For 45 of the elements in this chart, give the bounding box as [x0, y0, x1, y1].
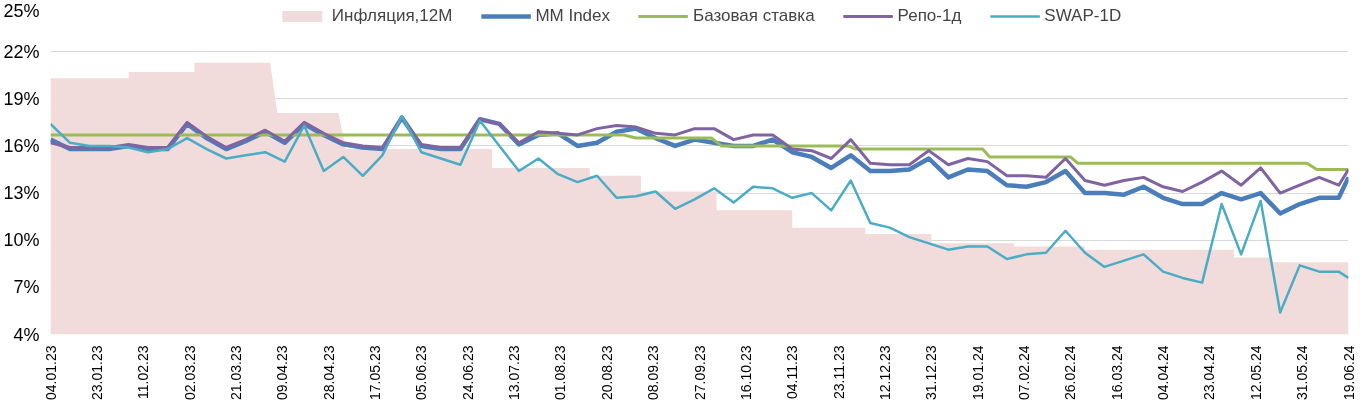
x-tick-label: 16.03.24 [1108, 345, 1125, 400]
x-tick-label: 04.04.24 [1155, 345, 1172, 400]
x-tick-label: 28.04.23 [320, 345, 337, 400]
x-tick-label: 31.12.23 [923, 345, 940, 400]
x-tick-label: 26.02.24 [1062, 345, 1079, 400]
y-tick-label: 16% [3, 135, 40, 156]
y-tick-label: 10% [3, 230, 40, 251]
y-tick-label: 4% [13, 324, 40, 345]
x-tick-label: 09.04.23 [274, 345, 291, 400]
x-tick-label: 20.08.23 [598, 345, 615, 400]
line-series [50, 133, 1349, 171]
legend-label: Репо-1д [897, 6, 962, 26]
y-tick-label: 22% [3, 41, 40, 62]
y-tick-label: 7% [13, 277, 40, 298]
x-tick-label: 05.06.23 [413, 345, 430, 400]
x-tick-label: 24.06.23 [459, 345, 476, 400]
x-tick-label: 11.02.23 [135, 345, 152, 399]
x-tick-label: 04.11.23 [784, 345, 801, 399]
x-tick-label: 07.02.24 [1016, 345, 1032, 400]
x-tick-label: 04.01.23 [42, 345, 59, 400]
legend-label: SWAP-1D [1044, 6, 1122, 26]
x-tick-label: 17.05.23 [367, 345, 383, 400]
x-tick-label: 02.03.23 [181, 345, 198, 400]
x-tick-label: 19.06.24 [1340, 345, 1357, 400]
x-tick-label: 01.08.23 [552, 345, 569, 400]
x-tick-label: 12.12.23 [876, 345, 893, 400]
x-tick-label: 23.11.23 [830, 345, 847, 399]
x-tick-label: 31.05.24 [1294, 345, 1311, 400]
legend-label: MM Index [535, 6, 611, 26]
x-tick-label: 13.07.23 [506, 345, 523, 400]
x-tick-label: 23.01.23 [88, 345, 105, 400]
x-tick-label: 27.09.23 [691, 345, 708, 400]
y-tick-label: 25% [3, 0, 40, 21]
line-series [50, 114, 1349, 314]
y-tick-label: 13% [3, 183, 40, 204]
line-series [50, 116, 1349, 195]
x-tick-label: 23.04.24 [1201, 345, 1218, 400]
x-tick-label: 19.01.24 [969, 345, 986, 400]
legend-label: Инфляция,12M [331, 6, 453, 26]
y-tick-label: 19% [3, 88, 40, 109]
legend-label: Базовая ставка [693, 6, 815, 26]
x-tick-label: 16.10.23 [737, 345, 754, 400]
x-tick-label: 21.03.23 [227, 345, 244, 400]
x-tick-label: 08.09.23 [645, 345, 662, 400]
x-tick-label: 12.05.24 [1247, 345, 1264, 400]
